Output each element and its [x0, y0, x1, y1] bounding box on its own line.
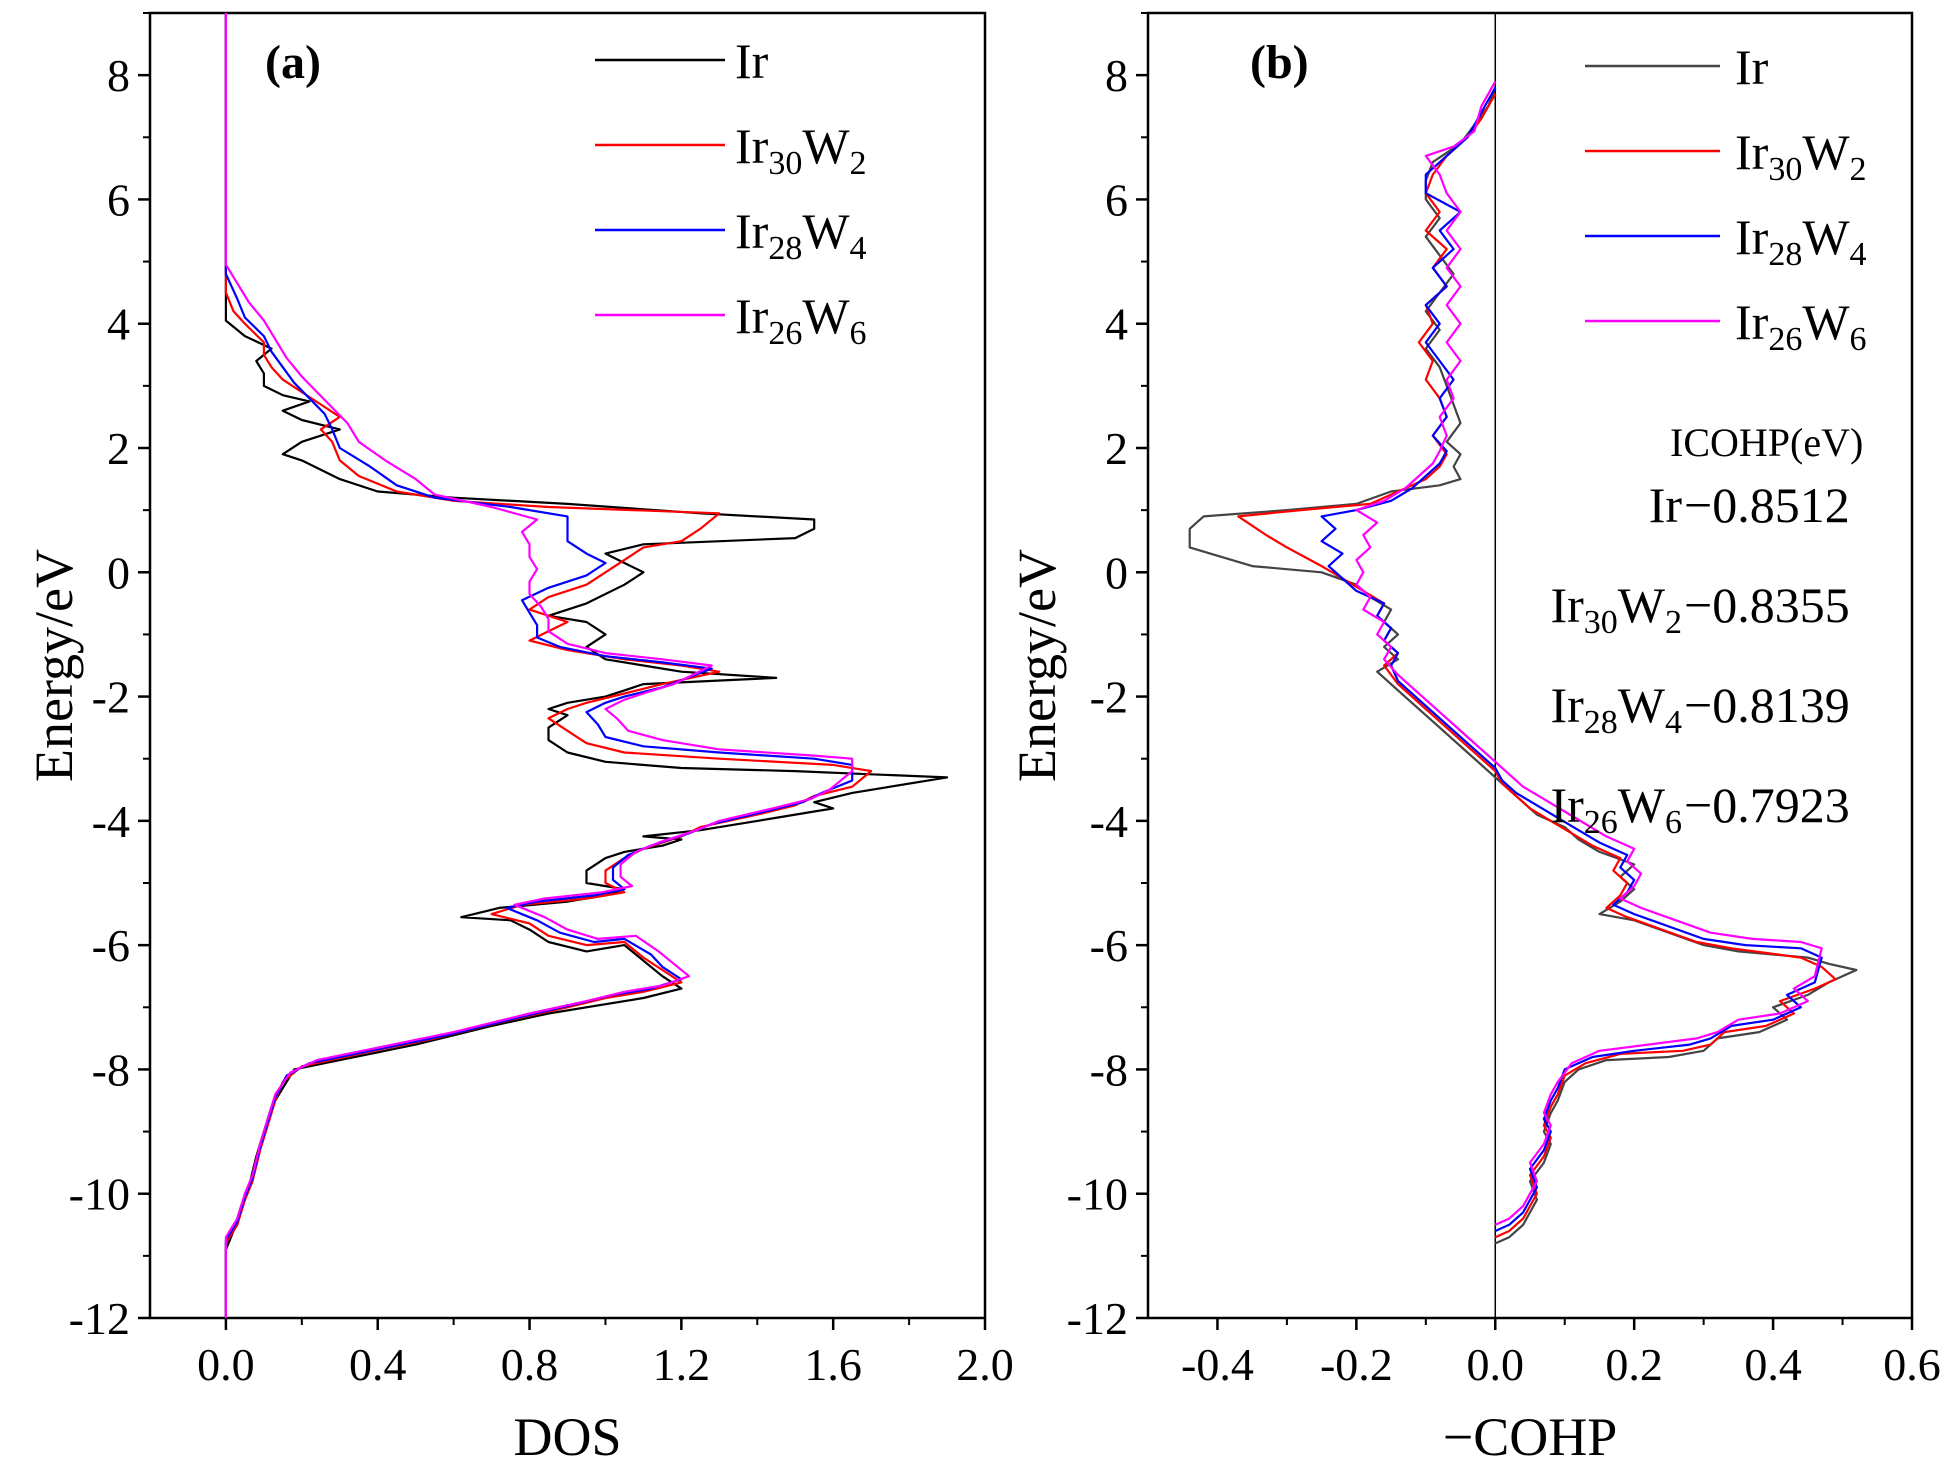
- x-axis-label: −COHP: [1443, 1407, 1618, 1466]
- icohp-value: −0.8355: [1684, 577, 1850, 633]
- series-line-1: [224, 13, 949, 1318]
- panel-label: (b): [1250, 36, 1309, 89]
- y-tick-label: -8: [92, 1044, 130, 1095]
- y-tick-label: -2: [1090, 672, 1128, 723]
- y-tick-label: 6: [1105, 174, 1128, 225]
- panel-label: (a): [265, 36, 321, 89]
- y-tick-label: -6: [92, 920, 130, 971]
- x-tick-label: 1.6: [804, 1339, 862, 1390]
- legend-label: Ir30W2: [1735, 124, 1867, 188]
- plot-frame: [1146, 11, 1914, 1320]
- y-tick-label: -10: [69, 1169, 130, 1220]
- legend-label: Ir26W6: [735, 288, 867, 352]
- x-tick-label: 0.2: [1605, 1339, 1663, 1390]
- y-tick-label: -12: [1067, 1293, 1128, 1344]
- icohp-compound-label: Ir26W6: [1550, 777, 1682, 841]
- y-tick-label: -2: [92, 672, 130, 723]
- legend-label: Ir28W4: [1735, 209, 1867, 273]
- series-line-2: [1237, 93, 1837, 1239]
- panel-a-dos-plot: 0.0 0.4 0.8 1.2 1.6 2.0 8 6 4 2 0 -2 -4 -6 -8 -10 -12 DOS…: [24, 11, 1014, 1466]
- x-tick-label: 0.8: [501, 1339, 559, 1390]
- icohp-value: −0.7923: [1684, 777, 1850, 833]
- x-tick-label: -0.4: [1181, 1339, 1254, 1390]
- x-tick-label: 2.0: [956, 1339, 1014, 1390]
- y-tick-label: 0: [107, 547, 130, 598]
- y-tick-label: -12: [69, 1293, 130, 1344]
- y-tick-label: 4: [107, 299, 130, 350]
- legend-label: Ir: [1735, 39, 1769, 95]
- y-axis-label: Energy/eV: [1007, 549, 1067, 782]
- y-axis-label: Energy/eV: [24, 549, 84, 782]
- icohp-compound-label: Ir: [1649, 477, 1683, 533]
- legend-label: Ir26W6: [1735, 294, 1867, 358]
- y-tick-label: -6: [1090, 920, 1128, 971]
- x-tick-label: -0.2: [1320, 1339, 1393, 1390]
- series-line-1: [1188, 87, 1858, 1245]
- icohp-value: −0.8139: [1684, 677, 1850, 733]
- icohp-header: ICOHP(eV): [1670, 420, 1863, 465]
- icohp-compound-label: Ir28W4: [1550, 677, 1682, 741]
- x-axis-label: DOS: [513, 1407, 621, 1466]
- plot-frame: [148, 11, 987, 1320]
- y-tick-label: 8: [1105, 50, 1128, 101]
- y-tick-label: 4: [1105, 299, 1128, 350]
- x-tick-label: 0.0: [197, 1339, 255, 1390]
- y-tick-label: 0: [1105, 547, 1128, 598]
- y-tick-label: -8: [1090, 1044, 1128, 1095]
- x-tick-label: 1.2: [653, 1339, 711, 1390]
- y-tick-label: 2: [107, 423, 130, 474]
- y-tick-label: 6: [107, 174, 130, 225]
- y-tick-label: -10: [1067, 1169, 1128, 1220]
- x-tick-label: 0.4: [349, 1339, 407, 1390]
- series-line-3: [1320, 87, 1823, 1233]
- x-tick-label: 0.4: [1744, 1339, 1802, 1390]
- y-tick-label: -4: [1090, 796, 1128, 847]
- icohp-compound-label: Ir30W2: [1550, 577, 1682, 641]
- panel-b-cohp-plot: -0.4 -0.2 0.0 0.2 0.4 0.6 8 6 4 2 0 -2 -4 -6 -8 -10 -12 −…: [1007, 11, 1941, 1466]
- legend-label: Ir: [735, 33, 769, 89]
- series-line-4: [1355, 80, 1823, 1226]
- x-tick-label: 0.0: [1467, 1339, 1525, 1390]
- legend-label: Ir28W4: [735, 203, 867, 267]
- legend-label: Ir30W2: [735, 118, 867, 182]
- x-tick-label: 0.6: [1883, 1339, 1941, 1390]
- series-line-4: [224, 13, 854, 1318]
- y-tick-label: -4: [92, 796, 130, 847]
- series-line-2: [224, 13, 873, 1318]
- y-tick-label: 2: [1105, 423, 1128, 474]
- icohp-value: −0.8512: [1684, 477, 1850, 533]
- y-tick-label: 8: [107, 50, 130, 101]
